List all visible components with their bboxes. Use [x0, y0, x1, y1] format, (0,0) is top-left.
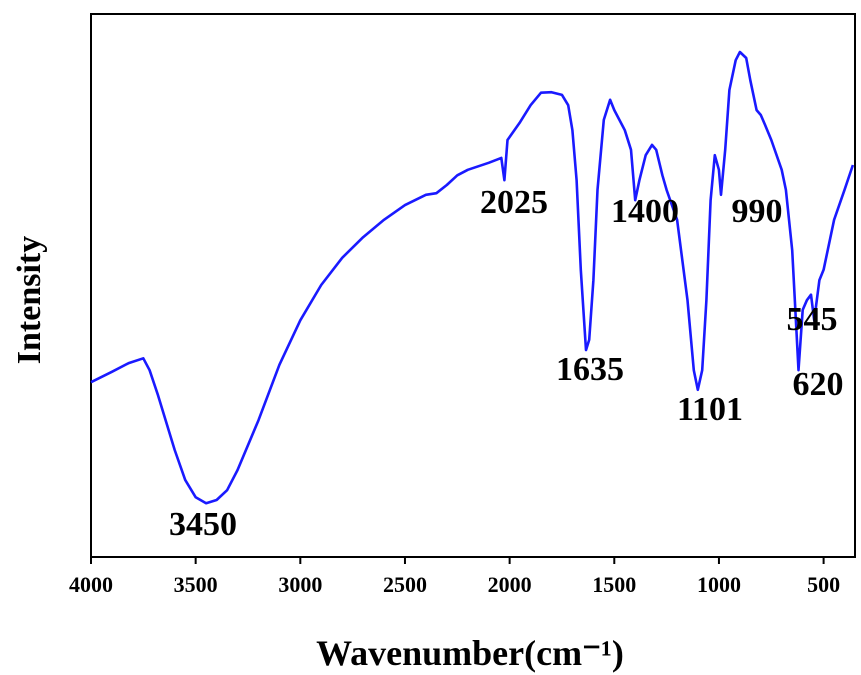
- x-tick-label: 1000: [697, 572, 741, 597]
- peak-label: 620: [793, 366, 844, 403]
- peak-label: 545: [787, 301, 838, 338]
- peak-label: 1101: [677, 391, 743, 428]
- y-axis-label: Intensity: [11, 236, 48, 364]
- x-axis-label: Wavenumber(cm⁻¹): [316, 633, 624, 673]
- x-tick-label: 500: [807, 572, 840, 597]
- x-tick-label: 3500: [174, 572, 218, 597]
- x-tick-label: 1500: [592, 572, 636, 597]
- spectrum-line: [90, 50, 855, 505]
- peak-label: 2025: [480, 184, 548, 221]
- x-tick-label: 2000: [488, 572, 532, 597]
- peak-label: 1635: [556, 351, 624, 388]
- peak-label: 990: [732, 193, 783, 230]
- x-tick-label: 4000: [69, 572, 113, 597]
- x-tick-label: 2500: [383, 572, 427, 597]
- x-tick-label: 3000: [278, 572, 322, 597]
- plot-frame: [90, 13, 856, 558]
- peak-label: 1400: [611, 193, 679, 230]
- peak-label: 3450: [169, 506, 237, 543]
